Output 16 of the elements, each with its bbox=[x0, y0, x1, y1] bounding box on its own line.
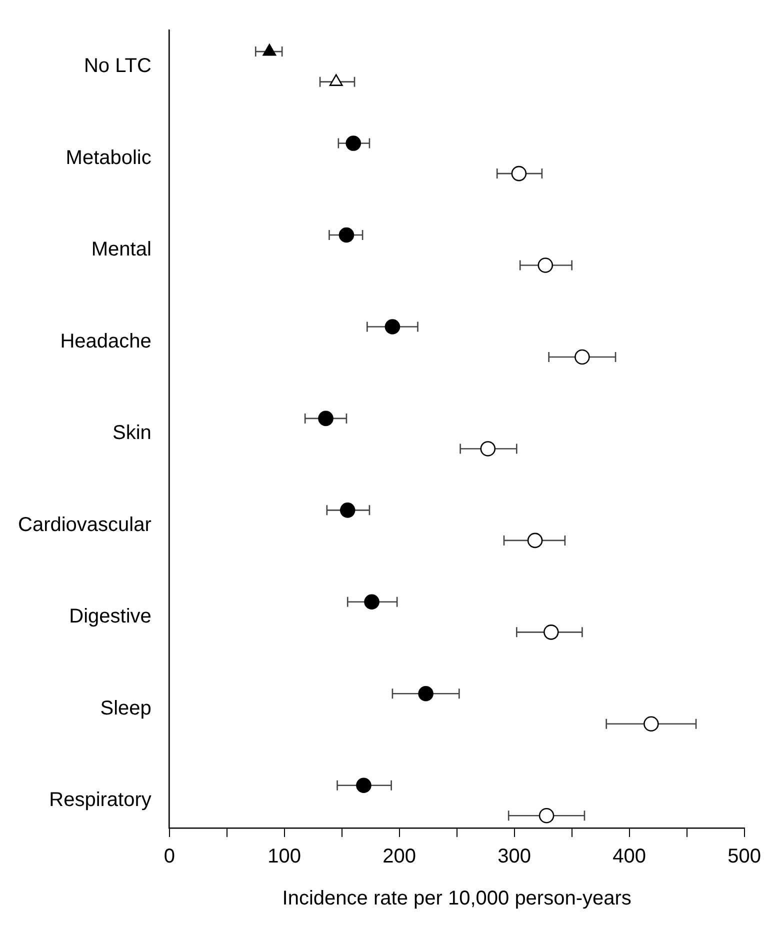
x-tick-label: 200 bbox=[382, 846, 416, 868]
y-tick-label: No LTC bbox=[84, 55, 152, 78]
y-tick-label: Skin bbox=[112, 422, 152, 444]
x-tick-label: 0 bbox=[164, 846, 175, 868]
y-tick-label: Digestive bbox=[69, 606, 152, 628]
y-tick-label: Mental bbox=[91, 238, 152, 261]
x-tick-label: 400 bbox=[612, 846, 646, 868]
x-tick-label: 500 bbox=[728, 846, 762, 868]
y-tick-label: Headache bbox=[60, 330, 152, 352]
x-tick-label: 300 bbox=[498, 846, 532, 868]
x-axis-title: Incidence rate per 10,000 person-years bbox=[282, 888, 632, 910]
y-tick-label: Metabolic bbox=[66, 146, 152, 169]
y-tick-label: Cardiovascular bbox=[18, 514, 152, 536]
y-tick-label: Respiratory bbox=[49, 789, 152, 811]
x-tick-label: 100 bbox=[268, 846, 302, 868]
y-tick-label: Sleep bbox=[100, 697, 152, 720]
